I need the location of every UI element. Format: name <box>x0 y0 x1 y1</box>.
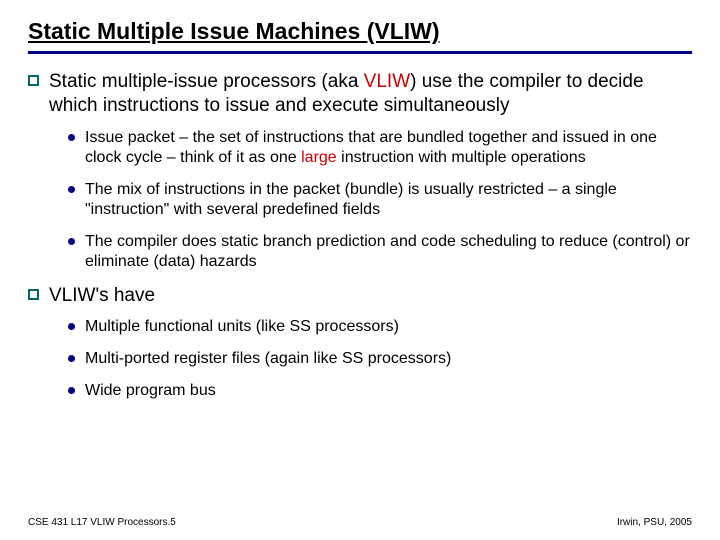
round-bullet-icon <box>68 323 75 330</box>
list-item: VLIW's have <box>28 284 692 308</box>
square-bullet-icon <box>28 289 39 300</box>
sub-list-item-text: The compiler does static branch predicti… <box>85 232 692 272</box>
square-bullet-icon <box>28 75 39 86</box>
list-item: Static multiple-issue processors (aka VL… <box>28 70 692 118</box>
sub-list: Multiple functional units (like SS proce… <box>68 317 692 401</box>
round-bullet-icon <box>68 238 75 245</box>
sub-list-item: The compiler does static branch predicti… <box>68 232 692 272</box>
round-bullet-icon <box>68 134 75 141</box>
sub-list-item-text: Multiple functional units (like SS proce… <box>85 317 399 337</box>
content-body: Static multiple-issue processors (aka VL… <box>28 70 692 401</box>
slide: Static Multiple Issue Machines (VLIW) St… <box>0 0 720 540</box>
sub-list-item: Multiple functional units (like SS proce… <box>68 317 692 337</box>
sub-list-item-text: The mix of instructions in the packet (b… <box>85 180 692 220</box>
sub-list: Issue packet – the set of instructions t… <box>68 128 692 272</box>
footer-right: Irwin, PSU, 2005 <box>617 517 692 528</box>
sub-list-item-text: Wide program bus <box>85 381 216 401</box>
slide-footer: CSE 431 L17 VLIW Processors.5 Irwin, PSU… <box>28 517 692 528</box>
highlight-text: VLIW <box>364 71 410 92</box>
sub-list-item: Wide program bus <box>68 381 692 401</box>
round-bullet-icon <box>68 387 75 394</box>
slide-title: Static Multiple Issue Machines (VLIW) <box>28 18 692 54</box>
sub-list-item: Issue packet – the set of instructions t… <box>68 128 692 168</box>
sub-list-item: Multi-ported register files (again like … <box>68 349 692 369</box>
list-item-text: Static multiple-issue processors (aka VL… <box>49 70 692 118</box>
round-bullet-icon <box>68 186 75 193</box>
footer-left: CSE 431 L17 VLIW Processors.5 <box>28 517 176 528</box>
sub-list-item: The mix of instructions in the packet (b… <box>68 180 692 220</box>
list-item-text: VLIW's have <box>49 284 155 308</box>
sub-list-item-text: Multi-ported register files (again like … <box>85 349 451 369</box>
round-bullet-icon <box>68 355 75 362</box>
sub-list-item-text: Issue packet – the set of instructions t… <box>85 128 692 168</box>
highlight-text: large <box>301 149 337 166</box>
